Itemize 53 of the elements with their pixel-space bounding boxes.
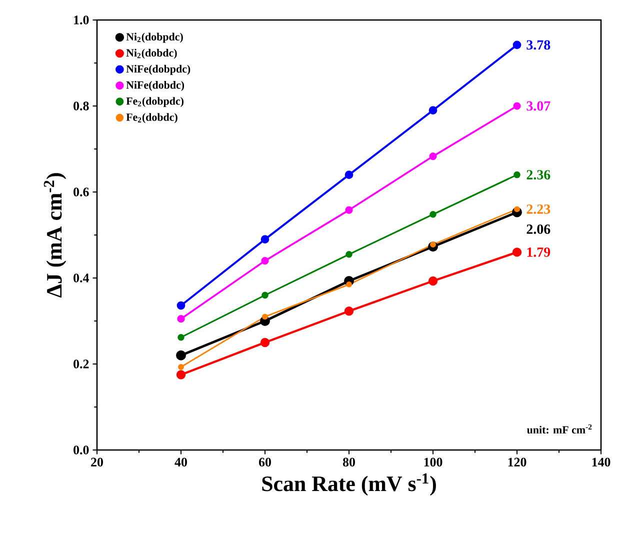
point <box>512 40 522 50</box>
point <box>513 102 521 110</box>
x-tick-label: 100 <box>424 458 442 467</box>
x-tick-label: 40 <box>174 458 187 467</box>
y-tick-label: 0.8 <box>74 102 89 110</box>
point <box>429 152 437 160</box>
point <box>344 306 354 316</box>
y-tick-label: 0.4 <box>74 274 89 282</box>
point <box>346 281 352 288</box>
point <box>177 315 185 323</box>
legend-label: NiFe(dobpdc) <box>126 64 190 75</box>
annotation: 3.78 <box>526 40 550 50</box>
annotation: unit: mF cm$^{-2}$ <box>526 424 592 434</box>
annotation: 3.07 <box>526 101 550 111</box>
y-axis-title: ΔJ (mA cm$^{-2}$) <box>44 173 66 298</box>
point <box>178 364 184 370</box>
legend-label: Ni$_{2}$(dobdc) <box>126 48 177 59</box>
point <box>514 171 520 178</box>
point <box>260 235 270 244</box>
point <box>176 301 186 310</box>
x-axis-title: Scan Rate (mV s$^{-1}$) <box>262 473 436 496</box>
point <box>176 350 186 360</box>
legend-label: NiFe(dobdc) <box>126 81 184 91</box>
annotation: 2.06 <box>526 224 550 234</box>
x-tick-label: 60 <box>258 458 271 467</box>
y-tick-label: 0.0 <box>74 446 89 454</box>
y-tick-label: 0.2 <box>74 360 89 368</box>
annotation: 2.36 <box>526 170 550 180</box>
x-tick-label: 140 <box>592 458 610 467</box>
point <box>514 206 520 212</box>
y-tick-label: 0.6 <box>74 188 89 196</box>
y-tick-label: 1.0 <box>74 16 89 24</box>
legend-label: Fe$_{2}$(dobdc) <box>126 113 178 124</box>
point <box>260 338 270 348</box>
annotation: 1.79 <box>527 247 550 257</box>
point <box>178 334 184 341</box>
point <box>346 250 352 258</box>
point <box>428 276 438 286</box>
legend-label: Ni$_{2}$(dobpdc) <box>126 32 183 43</box>
point <box>430 210 436 218</box>
point <box>428 106 438 114</box>
point <box>262 292 268 299</box>
legend-label: Fe$_{2}$(dobpdc) <box>126 97 184 107</box>
annotation: 2.23 <box>526 204 550 214</box>
x-tick-label: 120 <box>508 458 526 467</box>
point <box>512 248 522 257</box>
point <box>176 370 186 380</box>
point <box>344 170 354 179</box>
point <box>345 206 353 214</box>
x-tick-label: 80 <box>342 458 355 467</box>
point <box>261 257 269 265</box>
point <box>262 314 268 320</box>
x-tick-label: 20 <box>91 458 103 467</box>
